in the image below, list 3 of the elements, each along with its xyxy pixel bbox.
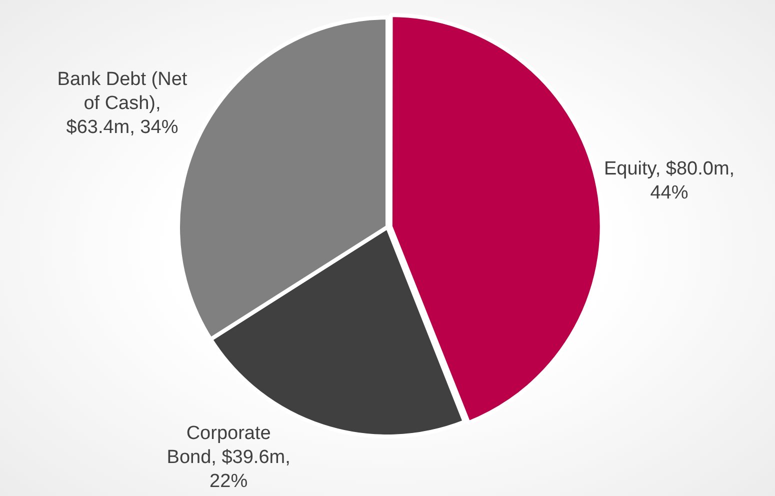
slice-label: Corporate Bond, $39.6m, 22% [166,423,290,492]
slice-label: Bank Debt (Net of Cash), $63.4m, 34% [57,69,188,138]
slice-label: Equity, $80.0m, 44% [604,158,735,204]
